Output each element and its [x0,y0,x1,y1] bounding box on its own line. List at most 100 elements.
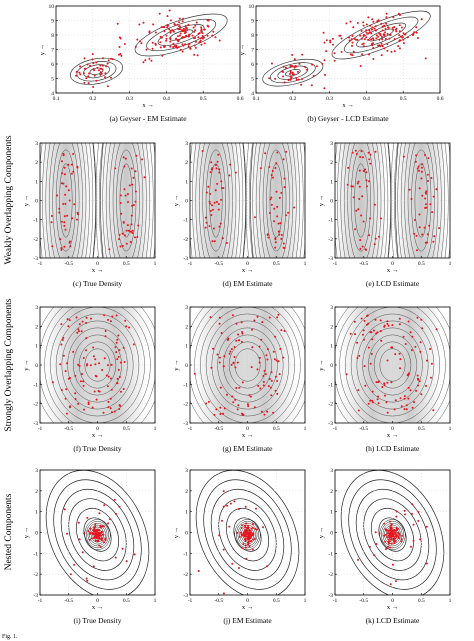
data-point [67,189,70,192]
data-point [214,36,217,39]
contour-line [379,348,406,382]
data-point [323,87,326,90]
data-point [415,234,418,237]
data-point [123,234,126,237]
data-point [421,327,424,330]
data-point [58,207,61,210]
x-tick-label: 0 [391,261,394,267]
y-tick-label: -3 [328,593,333,599]
data-point [102,533,105,536]
data-point [282,242,285,245]
data-point [75,74,77,77]
data-point [264,152,267,155]
data-point [181,20,184,23]
data-point [65,412,68,415]
data-point [407,386,410,389]
data-point [258,356,261,359]
data-point [386,322,389,325]
data-point [244,505,247,508]
data-point [269,386,272,389]
data-point [283,330,286,332]
data-point [402,155,405,158]
data-point [280,234,283,236]
x-tick-label: 0.5 [123,598,130,604]
data-point [95,79,98,82]
data-point [272,176,274,179]
x-axis-label: x → [92,604,103,611]
data-point [248,532,251,535]
data-point [204,216,207,219]
data-point [78,323,81,326]
data-point [409,389,412,392]
data-point [391,324,394,327]
x-tick-label: 0.5 [123,261,130,267]
data-point [124,319,127,322]
data-point [276,151,279,154]
data-point [297,78,300,81]
data-point [363,365,366,368]
x-tick-label: -0.5 [214,426,223,432]
data-point [119,202,122,204]
data-point [369,399,372,402]
data-point [86,516,89,519]
data-point [86,63,89,66]
data-point [256,368,259,371]
data-point [223,407,226,410]
data-point [61,339,64,341]
data-point [282,75,284,78]
x-tick-label: -1 [333,426,338,432]
data-point [209,316,212,319]
data-point [236,361,239,364]
y-tick-label: -3 [328,256,333,262]
data-point [92,68,95,70]
data-point [368,180,371,183]
x-tick-label: 0.5 [418,426,425,432]
data-point [380,35,383,38]
data-point [367,402,370,405]
data-point [108,248,111,251]
data-point [368,31,371,34]
data-point [199,39,202,42]
subfigure-caption: (e) LCD Estimate [366,279,420,288]
data-point [152,23,155,26]
data-point [388,540,391,543]
data-point [109,407,112,410]
contour-line [40,143,94,258]
data-point [340,37,343,40]
data-point [385,16,388,19]
data-point [181,43,184,46]
data-point [321,62,324,65]
data-point [416,37,419,39]
data-point [169,40,172,43]
y-tick-label: -2 [328,402,333,408]
data-point [376,398,379,401]
data-point [428,224,431,227]
data-point [420,393,423,396]
data-point [389,520,391,523]
data-point [397,45,400,48]
x-tick-label: 1 [154,261,157,267]
data-point [410,349,413,352]
data-point [333,59,336,62]
subfigure-caption: (k) LCD Estimate [366,616,420,625]
data-point [278,233,281,236]
data-point [160,26,163,29]
data-point [383,382,386,385]
contour-line [248,143,304,258]
data-point [266,410,269,413]
data-point [62,182,65,185]
x-axis-label: x → [242,604,253,611]
data-point [276,380,279,382]
data-point [222,412,225,415]
x-axis-label: x → [387,604,398,611]
data-point [107,364,109,367]
data-point [89,64,91,67]
data-point [148,57,151,60]
data-point [247,524,250,527]
data-point [83,81,86,84]
data-point [134,45,137,48]
contour-line [59,163,73,238]
data-point [220,198,223,201]
contour-line [269,62,316,84]
data-point [215,408,218,411]
